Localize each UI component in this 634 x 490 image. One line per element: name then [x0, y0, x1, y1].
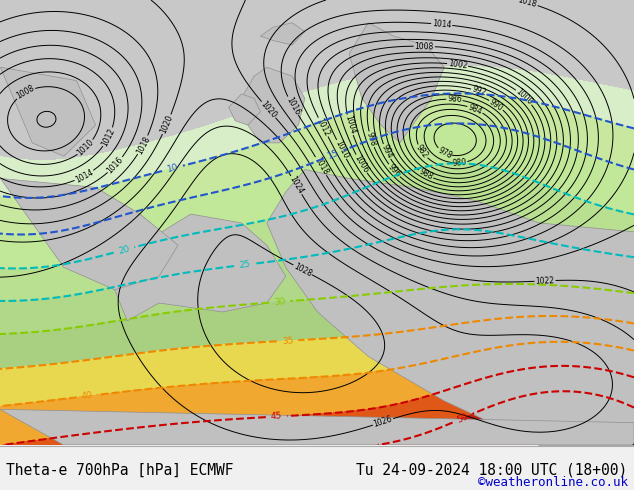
Text: 40: 40	[81, 391, 94, 401]
Text: ©weatheronline.co.uk: ©weatheronline.co.uk	[477, 476, 628, 489]
Text: 30: 30	[274, 297, 286, 307]
Text: Tu 24-09-2024 18:00 UTC (18+00): Tu 24-09-2024 18:00 UTC (18+00)	[356, 463, 628, 478]
Text: 45: 45	[271, 412, 282, 421]
Text: 35: 35	[281, 336, 294, 345]
Text: 982: 982	[414, 143, 430, 160]
Text: 992: 992	[470, 85, 488, 98]
Text: Theta-e 700hPa [hPa] ECMWF: Theta-e 700hPa [hPa] ECMWF	[6, 463, 234, 478]
Text: 25: 25	[238, 260, 251, 270]
Text: 1006: 1006	[353, 153, 370, 174]
Text: 980: 980	[451, 158, 467, 168]
Text: 1028: 1028	[292, 261, 313, 278]
Text: 10: 10	[166, 163, 179, 174]
Text: 1008: 1008	[15, 84, 36, 101]
Text: 1012: 1012	[100, 126, 117, 147]
Text: 1004: 1004	[343, 114, 357, 135]
Text: 15: 15	[327, 148, 340, 161]
Text: 1020: 1020	[259, 99, 278, 120]
Text: 998: 998	[365, 131, 378, 147]
Text: 1026: 1026	[372, 415, 394, 429]
Text: 1014: 1014	[74, 168, 95, 184]
Text: 990: 990	[488, 97, 505, 113]
Text: 1010: 1010	[75, 138, 96, 158]
Text: 1008: 1008	[415, 42, 434, 51]
Text: 1016: 1016	[105, 155, 126, 175]
Text: 1010: 1010	[333, 139, 350, 160]
Text: 1024: 1024	[288, 174, 305, 196]
Text: 1018: 1018	[312, 156, 330, 177]
Text: 1018: 1018	[517, 0, 538, 9]
Text: 988: 988	[417, 167, 434, 182]
Text: 1014: 1014	[432, 19, 452, 30]
Text: 1002: 1002	[448, 59, 468, 70]
Text: 1000: 1000	[514, 87, 534, 107]
Text: 996: 996	[386, 162, 403, 179]
Text: 994: 994	[379, 143, 394, 160]
Text: 984: 984	[467, 102, 484, 116]
Text: 978: 978	[436, 146, 453, 160]
Text: 1020: 1020	[159, 114, 175, 135]
Text: 1022: 1022	[535, 276, 555, 286]
Text: 1012: 1012	[314, 117, 332, 138]
Text: 50: 50	[455, 412, 469, 425]
Text: 1016: 1016	[284, 96, 301, 117]
Text: 20: 20	[117, 244, 131, 256]
Text: 1018: 1018	[134, 134, 152, 155]
Text: 986: 986	[447, 95, 462, 104]
